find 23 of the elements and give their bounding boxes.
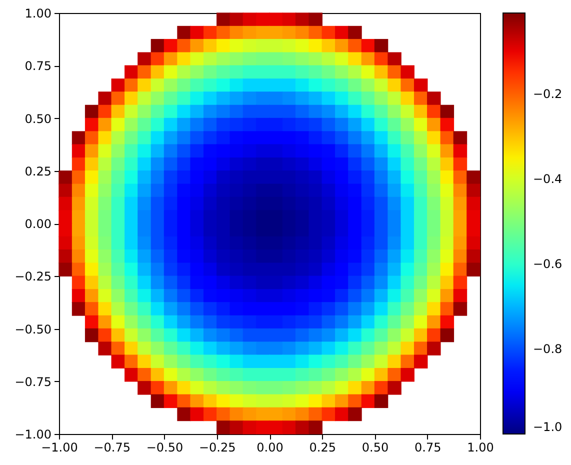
y-tick-label: −0.50	[14, 322, 52, 336]
x-tick-label: −0.25	[198, 440, 236, 454]
x-tick-label: −0.50	[146, 440, 184, 454]
y-tick-label: −0.75	[14, 374, 52, 389]
x-tick-label: −0.75	[94, 440, 131, 454]
color-bar-label: −0.6	[533, 256, 562, 271]
color-bar-label: −0.8	[533, 342, 562, 356]
x-tick-label: 1.00	[467, 440, 494, 454]
y-tick-label: −0.25	[14, 270, 52, 284]
y-tick-label: 0.50	[24, 112, 52, 126]
y-tick-label: 0.00	[24, 217, 52, 231]
y-tick-label: 0.25	[24, 164, 52, 178]
color-bar-label: −0.2	[533, 86, 562, 101]
x-tick-label: 0.50	[362, 440, 389, 454]
y-tick-label: 0.75	[24, 59, 52, 74]
y-tick-label: 1.00	[24, 6, 52, 20]
color-bar-label: −1.0	[533, 420, 562, 434]
x-tick-label: −1.00	[41, 440, 78, 454]
color-bar-label: −0.4	[533, 172, 562, 186]
x-tick-label: 0.25	[309, 440, 336, 454]
x-tick-label: 0.75	[414, 440, 442, 454]
x-tick-label: 0.00	[256, 440, 284, 454]
y-tick-label: −1.00	[14, 428, 52, 442]
